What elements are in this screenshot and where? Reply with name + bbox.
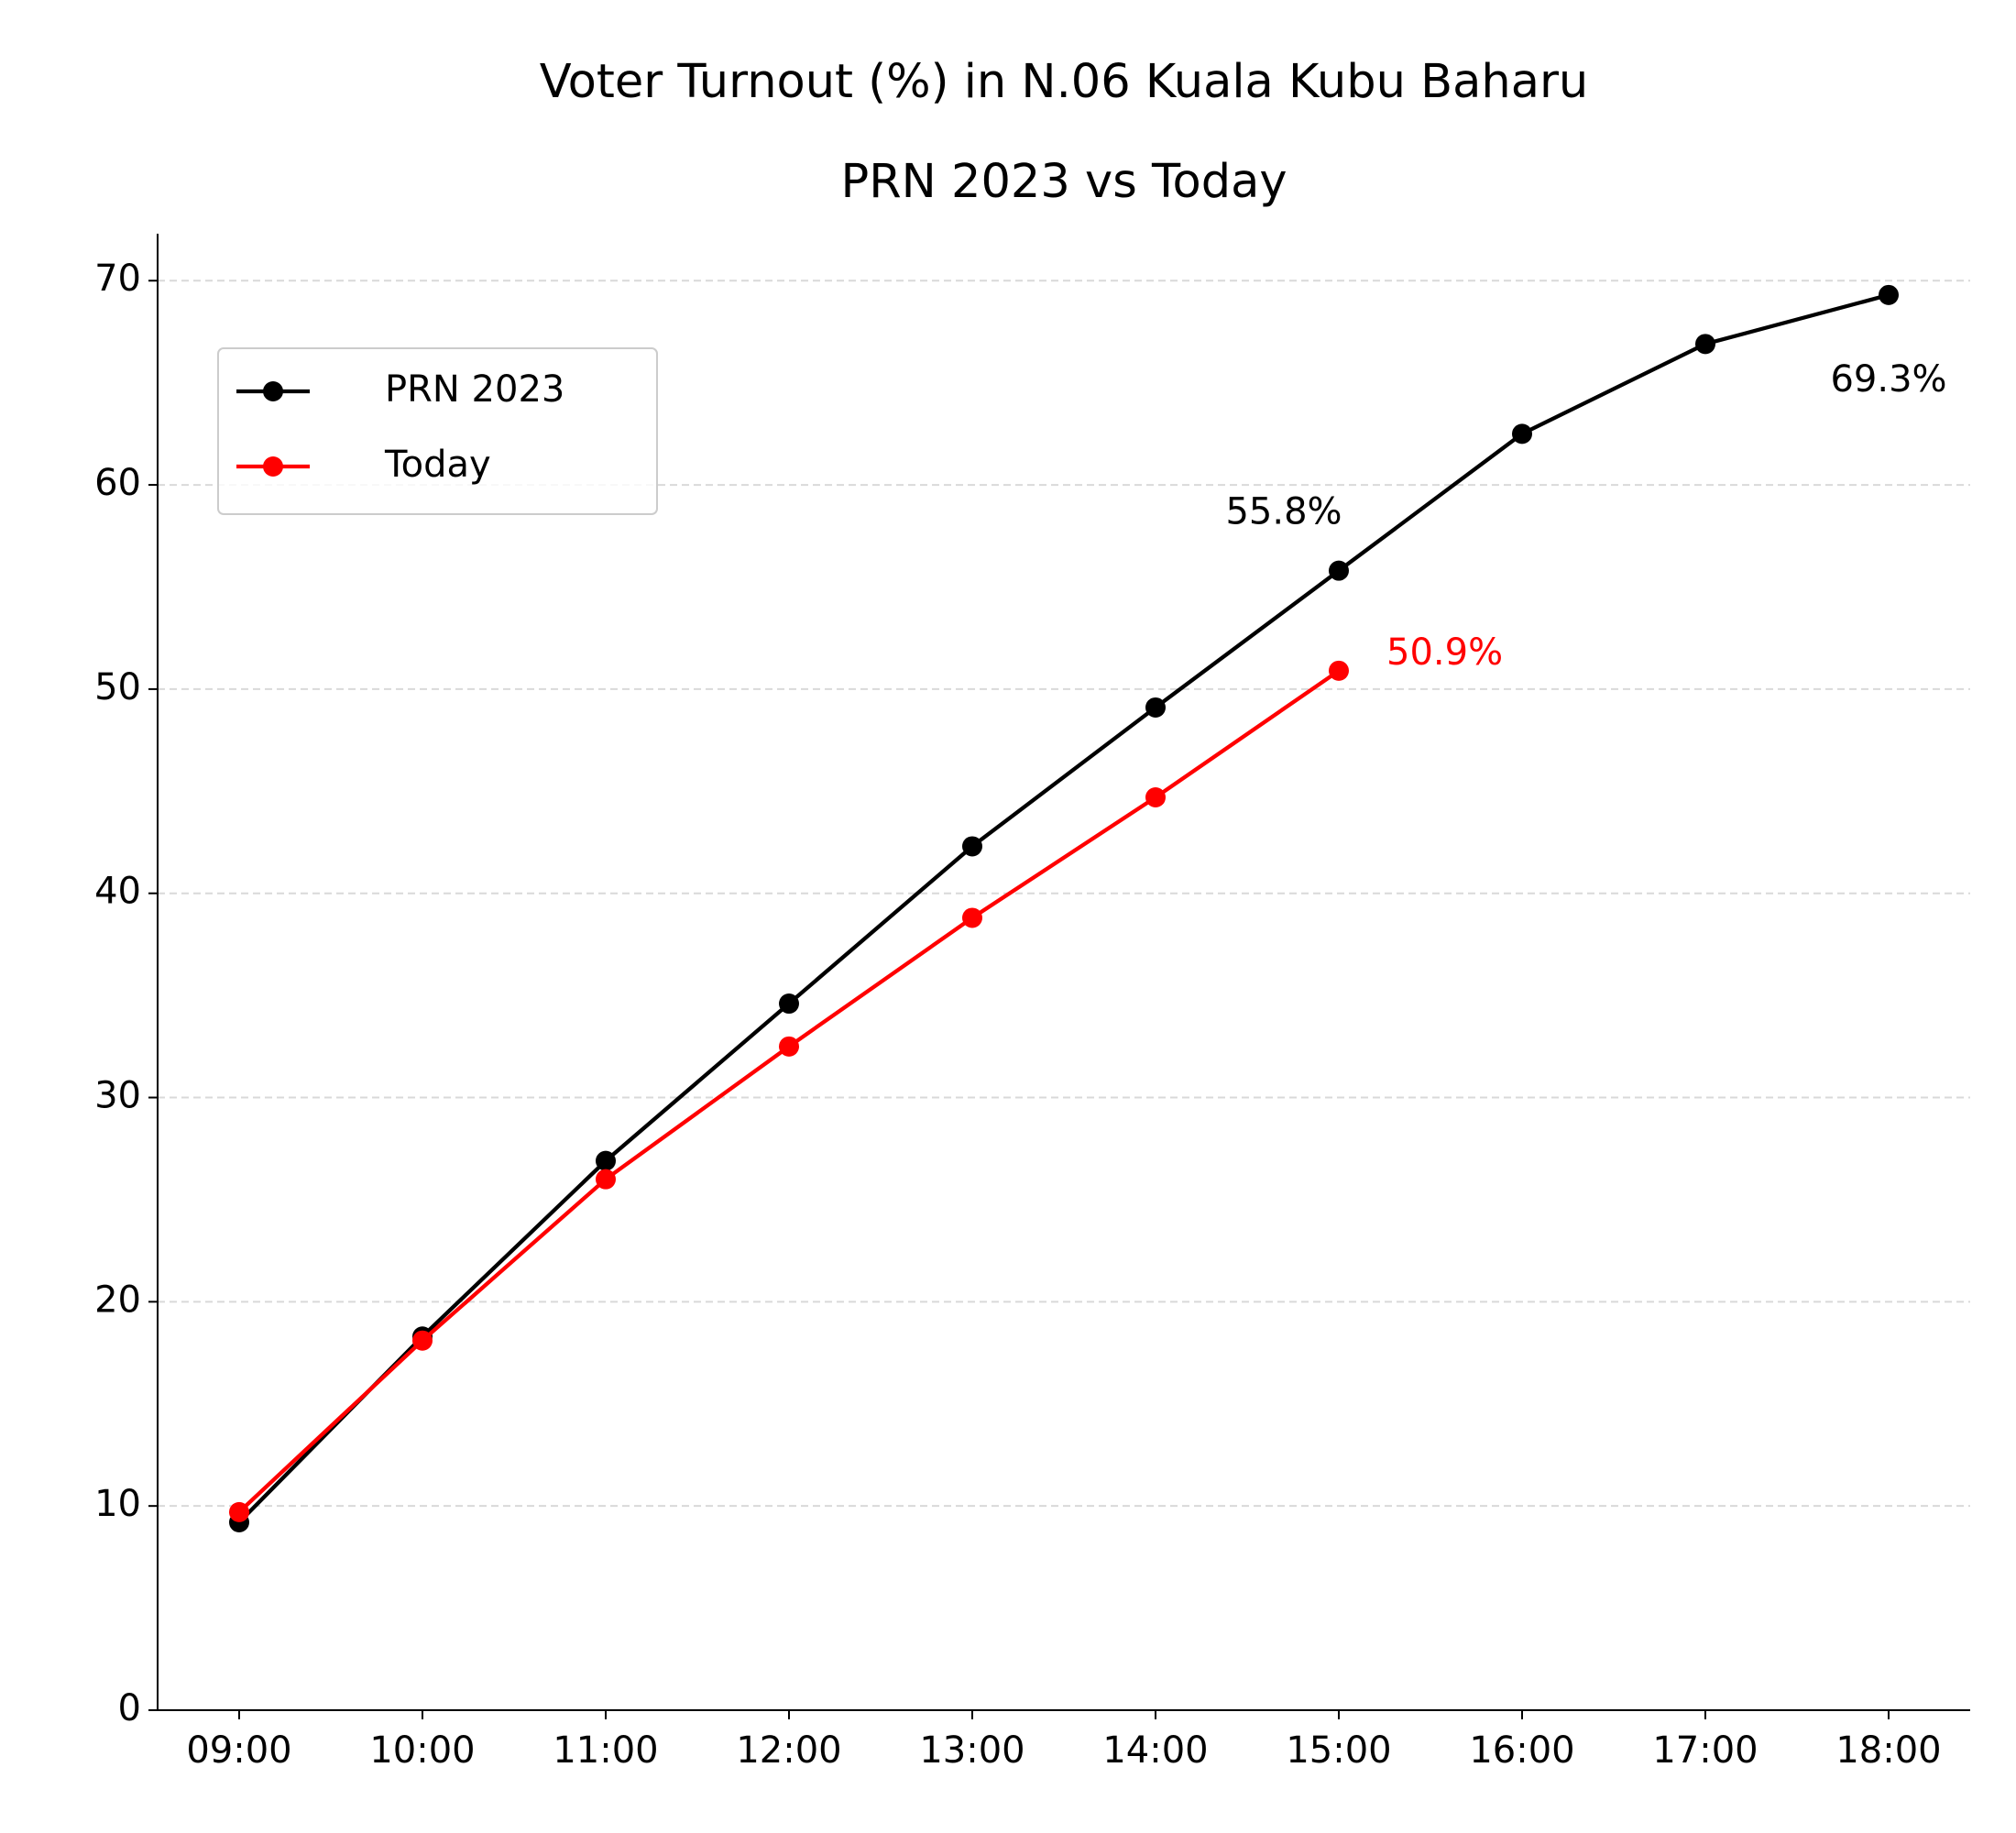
marker [1145,786,1166,807]
series-line [237,669,1341,1514]
value-label: 55.8% [1225,491,1342,533]
legend-label: PRN 2023 [385,368,564,411]
x-tick-label: 12:00 [736,1729,841,1772]
marker [1329,560,1349,581]
x-tick-label: 16:00 [1469,1729,1574,1772]
chart-subtitle: PRN 2023 vs Today [840,155,1287,209]
y-tick-label: 40 [94,871,141,913]
marker [596,1150,616,1171]
legend-marker [263,456,283,477]
marker [1879,284,1899,305]
y-tick-label: 10 [94,1483,141,1525]
y-tick-label: 50 [94,666,141,708]
y-tick-label: 0 [118,1687,141,1729]
y-tick-label: 60 [94,462,141,504]
value-label: 69.3% [1830,358,1946,401]
x-tick-label: 18:00 [1835,1729,1941,1772]
value-label: 50.9% [1386,631,1503,674]
marker [1329,660,1349,681]
legend-box [217,347,658,515]
marker [1145,697,1166,718]
x-tick-label: 11:00 [553,1729,658,1772]
marker [1512,423,1532,445]
chart-title: Voter Turnout (%) in N.06 Kuala Kubu Bah… [540,55,1589,109]
x-tick-label: 14:00 [1102,1729,1208,1772]
x-tick-label: 10:00 [369,1729,475,1772]
legend-marker [263,381,283,401]
x-tick-label: 17:00 [1652,1729,1758,1772]
marker [412,1330,433,1351]
series-line [237,292,1890,1524]
y-tick-label: 20 [94,1279,141,1321]
marker [596,1169,616,1190]
marker [1695,334,1715,355]
marker [962,836,982,857]
marker [962,907,982,928]
x-tick-label: 13:00 [919,1729,1024,1772]
y-tick-label: 70 [94,258,141,300]
x-tick-label: 09:00 [186,1729,291,1772]
marker [779,1036,799,1057]
legend-label: Today [384,444,491,486]
marker [779,993,799,1015]
y-tick-label: 30 [94,1075,141,1117]
marker [229,1501,249,1522]
x-tick-label: 15:00 [1286,1729,1391,1772]
